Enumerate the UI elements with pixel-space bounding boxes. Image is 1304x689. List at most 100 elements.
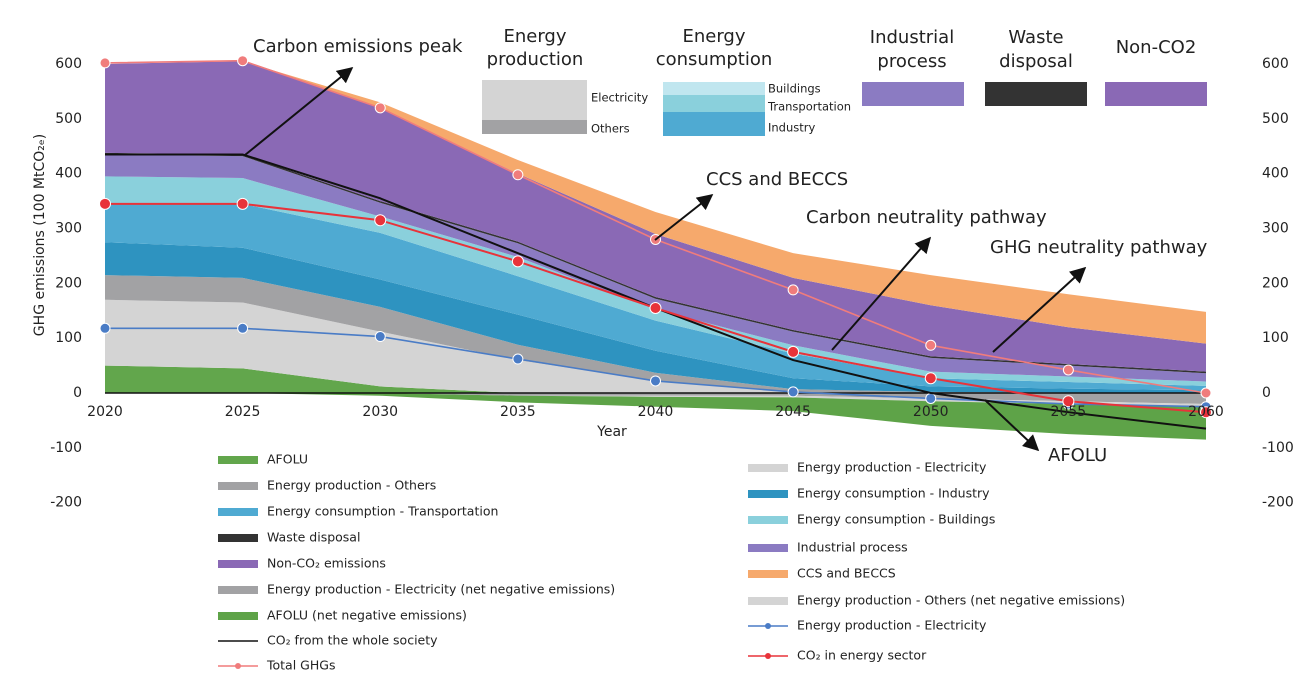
area [105, 154, 1206, 382]
marker [374, 331, 386, 343]
y-axis-label: GHG emissions (100 MtCO₂ₑ) [32, 134, 48, 336]
marker [237, 55, 249, 67]
legend-swatch [748, 597, 788, 605]
key-title: production [487, 49, 584, 70]
y2-tick-label: 400 [1262, 166, 1289, 182]
legend-swatch [748, 544, 788, 552]
legend-label: Energy consumption - Buildings [797, 512, 995, 527]
legend-label: Non-CO₂ emissions [267, 556, 386, 571]
marker [511, 255, 524, 268]
y-tick-label: 400 [55, 166, 82, 182]
key-title: Energy [503, 26, 566, 47]
legend-label: Energy production - Others (net negative… [797, 593, 1125, 608]
arrow [244, 66, 354, 156]
legend-swatch [218, 612, 258, 620]
y-tick-label: 500 [55, 111, 82, 127]
legend-label: Energy production - Others [267, 478, 436, 493]
area [105, 393, 1206, 440]
arrow [654, 194, 714, 241]
legend-swatch [218, 456, 258, 464]
key-title: Non-CO2 [1116, 37, 1197, 58]
plot-area [99, 55, 1212, 440]
area [105, 242, 1206, 394]
legend-label: CO₂ in energy sector [797, 648, 927, 663]
y2-tick-label: -100 [1262, 440, 1294, 456]
legend-marker [765, 623, 771, 629]
marker [1200, 406, 1212, 419]
annotation: GHG neutrality pathway [990, 237, 1208, 258]
key-swatch [663, 95, 765, 112]
key-label: Transportation [767, 100, 851, 114]
legend-swatch [748, 570, 788, 578]
marker [787, 284, 799, 296]
key-swatch [862, 82, 964, 106]
x-tick-label: 2020 [87, 404, 123, 420]
legend-label: Energy production - Electricity [797, 460, 987, 475]
area [105, 61, 1206, 372]
y2-tick-label: 200 [1262, 275, 1289, 291]
x-tick-label: 2045 [775, 404, 811, 420]
legend-label: CO₂ from the whole society [267, 633, 438, 648]
key-title: process [877, 51, 946, 72]
key-title: Waste [1008, 27, 1063, 48]
y2-tick-label: 100 [1262, 330, 1289, 346]
marker [1062, 364, 1074, 376]
legend-label: Energy production - Electricity [797, 618, 987, 633]
marker [512, 353, 524, 365]
key-label: Buildings [768, 82, 821, 96]
x-axis-label: Year [596, 424, 627, 440]
legend-label: Industrial process [797, 540, 908, 555]
marker [99, 322, 111, 334]
marker [512, 169, 524, 181]
x-tick-label: 2060 [1188, 404, 1224, 420]
key-swatch [482, 120, 587, 134]
y-tick-label: 600 [55, 56, 82, 72]
annotation: Carbon neutrality pathway [806, 207, 1047, 228]
arrow [984, 399, 1040, 452]
legend-marker [235, 663, 241, 669]
y2-tick-label: 600 [1262, 56, 1289, 72]
legend-label: AFOLU (net negative emissions) [267, 608, 467, 623]
area [105, 176, 1206, 386]
annotation: AFOLU [1048, 445, 1107, 466]
legend-swatch [218, 560, 258, 568]
legend-label: Energy production - Electricity (net neg… [267, 582, 615, 597]
marker [374, 214, 387, 227]
key-title: consumption [656, 49, 773, 70]
area [105, 275, 1206, 394]
x-tick-label: 2025 [225, 404, 261, 420]
y-tick-label: -200 [50, 495, 82, 511]
legend-swatch [748, 464, 788, 472]
marker [925, 339, 937, 351]
marker [374, 102, 386, 114]
legend-swatch [218, 534, 258, 542]
marker [650, 375, 661, 387]
area [105, 203, 1206, 391]
arrow [831, 236, 932, 351]
marker [924, 372, 937, 385]
marker [99, 57, 111, 69]
area [105, 365, 1206, 394]
y2-tick-label: -200 [1262, 495, 1294, 511]
key-label: Industry [768, 121, 815, 135]
x-tick-label: 2050 [913, 404, 949, 420]
marker [237, 322, 249, 334]
annotation: Carbon emissions peak [253, 36, 463, 57]
area [105, 299, 1206, 394]
x-tick-label: 2035 [500, 404, 536, 420]
y-tick-label: 100 [55, 330, 82, 346]
legend-label: Waste disposal [267, 530, 360, 545]
marker [236, 197, 249, 210]
legend-label: Energy consumption - Transportation [267, 504, 498, 519]
y-tick-label: 0 [73, 385, 82, 401]
annotation: CCS and BECCS [706, 169, 848, 190]
arrow [992, 266, 1087, 353]
key-swatch [985, 82, 1087, 106]
legend-swatch [218, 586, 258, 594]
y2-tick-label: 0 [1262, 385, 1271, 401]
key-swatch [1105, 82, 1207, 106]
key-label: Others [591, 122, 630, 136]
y-tick-label: 300 [55, 221, 82, 237]
marker [1200, 387, 1212, 399]
